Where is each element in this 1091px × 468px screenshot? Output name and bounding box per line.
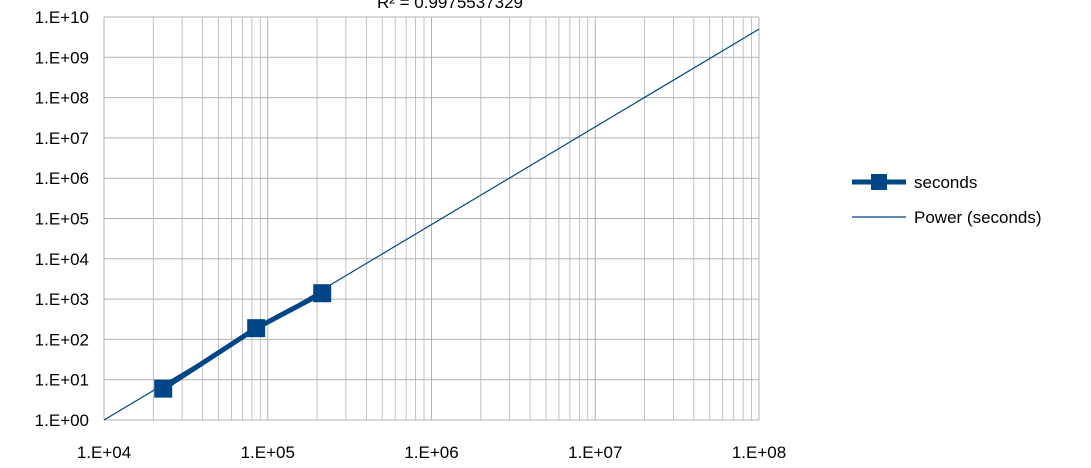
x-tick-labels: 1.E+04 1.E+05 1.E+06 1.E+07 1.E+08	[77, 443, 786, 462]
x-tick-label: 1.E+05	[241, 443, 295, 462]
data-point-seconds	[154, 379, 173, 398]
y-tick-label: 1.E+10	[35, 8, 89, 27]
y-tick-label: 1.E+03	[35, 290, 89, 309]
y-tick-label: 1.E+02	[35, 330, 89, 349]
x-tick-label: 1.E+08	[732, 443, 786, 462]
y-tick-label: 1.E+04	[35, 250, 89, 269]
y-tick-label: 1.E+08	[35, 89, 89, 108]
legend-item-seconds: seconds	[852, 173, 977, 192]
legend: seconds Power (seconds)	[852, 173, 1042, 227]
axes	[103, 17, 759, 421]
y-tick-label: 1.E+09	[35, 48, 89, 67]
x-tick-label: 1.E+06	[404, 443, 458, 462]
data-point-seconds	[313, 284, 332, 303]
y-tick-label: 1.E+00	[35, 411, 89, 430]
legend-label-power: Power (seconds)	[914, 208, 1042, 227]
series-layer	[103, 28, 760, 421]
y-tick-label: 1.E+05	[35, 210, 89, 229]
y-tick-labels: 1.E+00 1.E+01 1.E+02 1.E+03 1.E+04 1.E+05 1.E+…	[35, 8, 89, 430]
legend-marker-seconds	[871, 174, 887, 190]
legend-label-seconds: seconds	[914, 173, 977, 192]
x-tick-label: 1.E+07	[568, 443, 622, 462]
grid-lines	[103, 16, 760, 421]
y-tick-label: 1.E+01	[35, 371, 89, 390]
y-tick-label: 1.E+06	[35, 169, 89, 188]
y-tick-label: 1.E+07	[35, 129, 89, 148]
legend-item-power: Power (seconds)	[852, 208, 1042, 227]
x-tick-label: 1.E+04	[77, 443, 131, 462]
r-squared-annotation: R² = 0.9975537329	[377, 0, 523, 12]
data-point-seconds	[247, 319, 266, 338]
